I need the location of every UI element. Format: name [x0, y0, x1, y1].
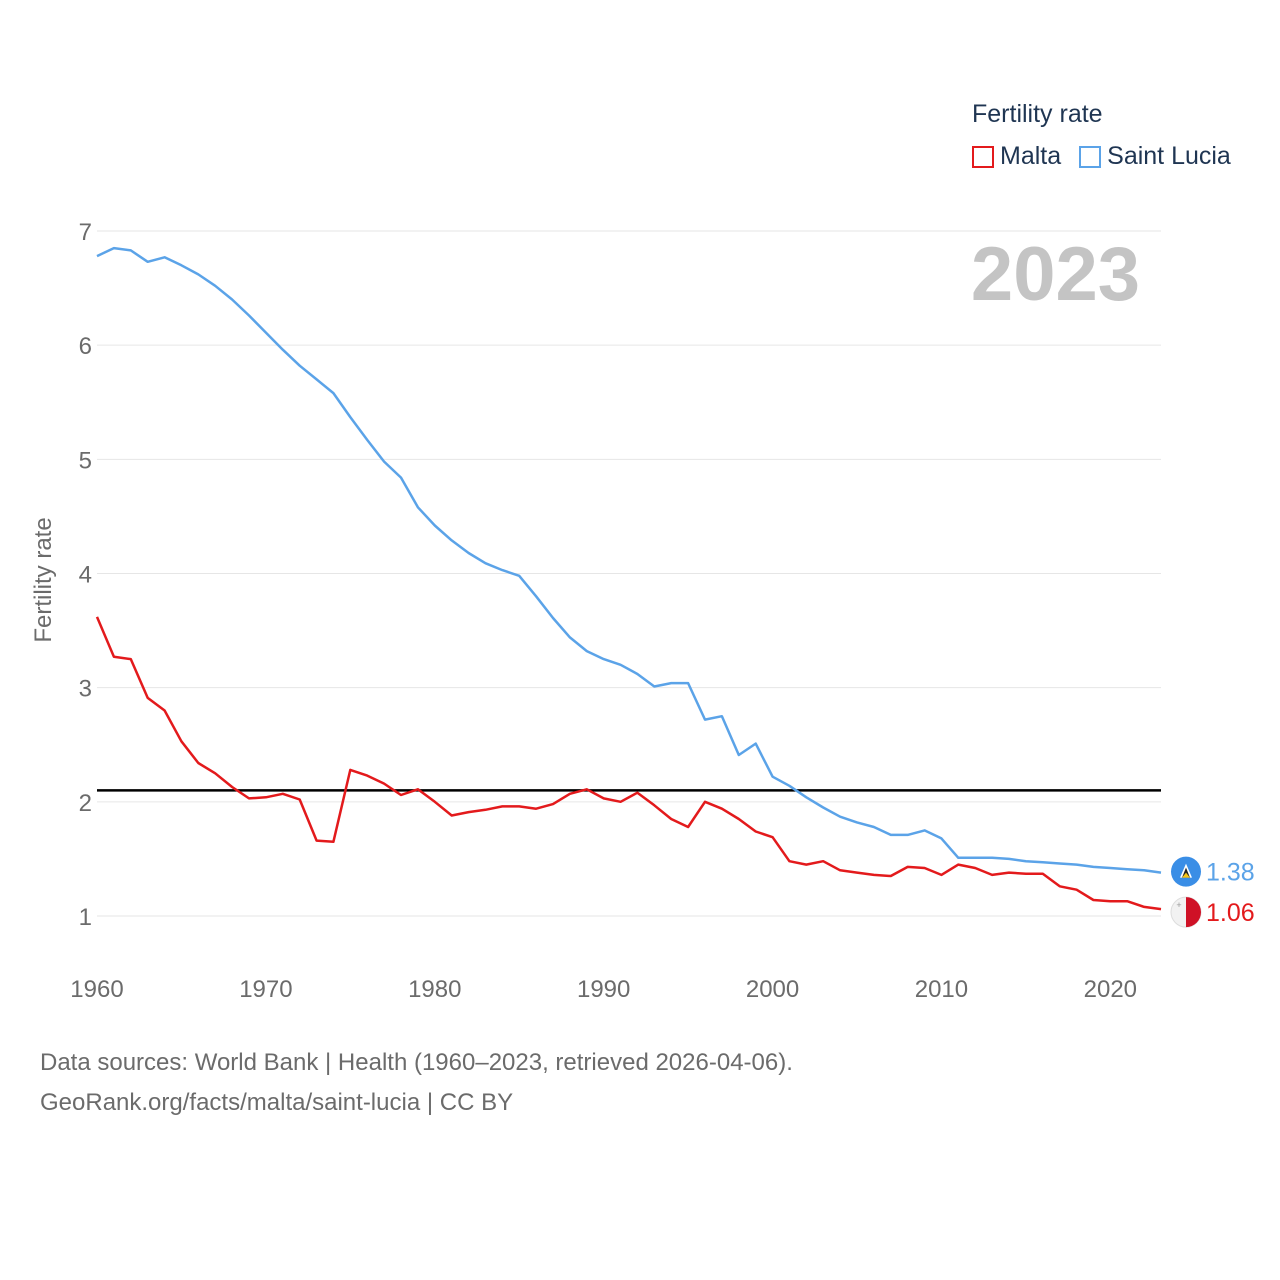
end-label-malta: 1.06 — [1206, 899, 1255, 927]
flag-malta-icon: + — [1170, 896, 1202, 928]
series-line-malta — [95, 616, 1162, 911]
footer: Data sources: World Bank | Health (1960–… — [40, 1043, 793, 1123]
y-tick-3: 3 — [79, 676, 92, 703]
x-tick-1990: 1990 — [577, 976, 630, 1003]
y-tick-1: 1 — [79, 904, 92, 931]
x-tick-2000: 2000 — [746, 976, 799, 1003]
y-tick-2: 2 — [79, 790, 92, 817]
legend-item-saint-lucia[interactable]: Saint Lucia — [1079, 142, 1231, 171]
legend-label-malta: Malta — [1000, 142, 1062, 170]
footer-sources: Data sources: World Bank | Health (1960–… — [40, 1049, 793, 1076]
legend: Malta Saint Lucia — [972, 142, 1249, 171]
x-tick-1970: 1970 — [239, 976, 292, 1003]
legend-item-malta[interactable]: Malta — [972, 142, 1061, 171]
end-markers: +1.06 1.38 — [1170, 856, 1255, 928]
x-tick-1980: 1980 — [408, 976, 461, 1003]
series-lines — [95, 246, 1162, 911]
y-tick-5: 5 — [79, 447, 92, 474]
x-tick-2020: 2020 — [1084, 976, 1137, 1003]
gridlines — [97, 230, 1161, 917]
footer-link[interactable]: GeoRank.org/facts/malta/saint-lucia | CC… — [40, 1089, 514, 1116]
y-tick-6: 6 — [79, 333, 92, 360]
legend-title: Fertility rate — [972, 100, 1103, 128]
y-axis-label: Fertility rate — [30, 517, 57, 642]
legend-label-saint-lucia: Saint Lucia — [1107, 142, 1231, 170]
y-tick-labels: 1 2 3 4 5 6 7 — [79, 219, 92, 931]
y-tick-7: 7 — [79, 219, 92, 246]
legend-swatch-malta — [972, 145, 994, 168]
y-tick-4: 4 — [79, 562, 92, 589]
svg-text:+: + — [1176, 900, 1181, 910]
x-tick-2010: 2010 — [915, 976, 968, 1003]
series-line-saint-lucia — [96, 246, 1162, 874]
flag-saint-lucia-icon — [1171, 856, 1201, 887]
x-tick-1960: 1960 — [70, 976, 123, 1003]
year-label: 2023 — [971, 232, 1140, 317]
x-tick-labels: 1960 1970 1980 1990 2000 2010 2020 — [70, 976, 1137, 1003]
end-label-saint-lucia: 1.38 — [1206, 859, 1255, 887]
legend-swatch-saint-lucia — [1079, 145, 1102, 168]
